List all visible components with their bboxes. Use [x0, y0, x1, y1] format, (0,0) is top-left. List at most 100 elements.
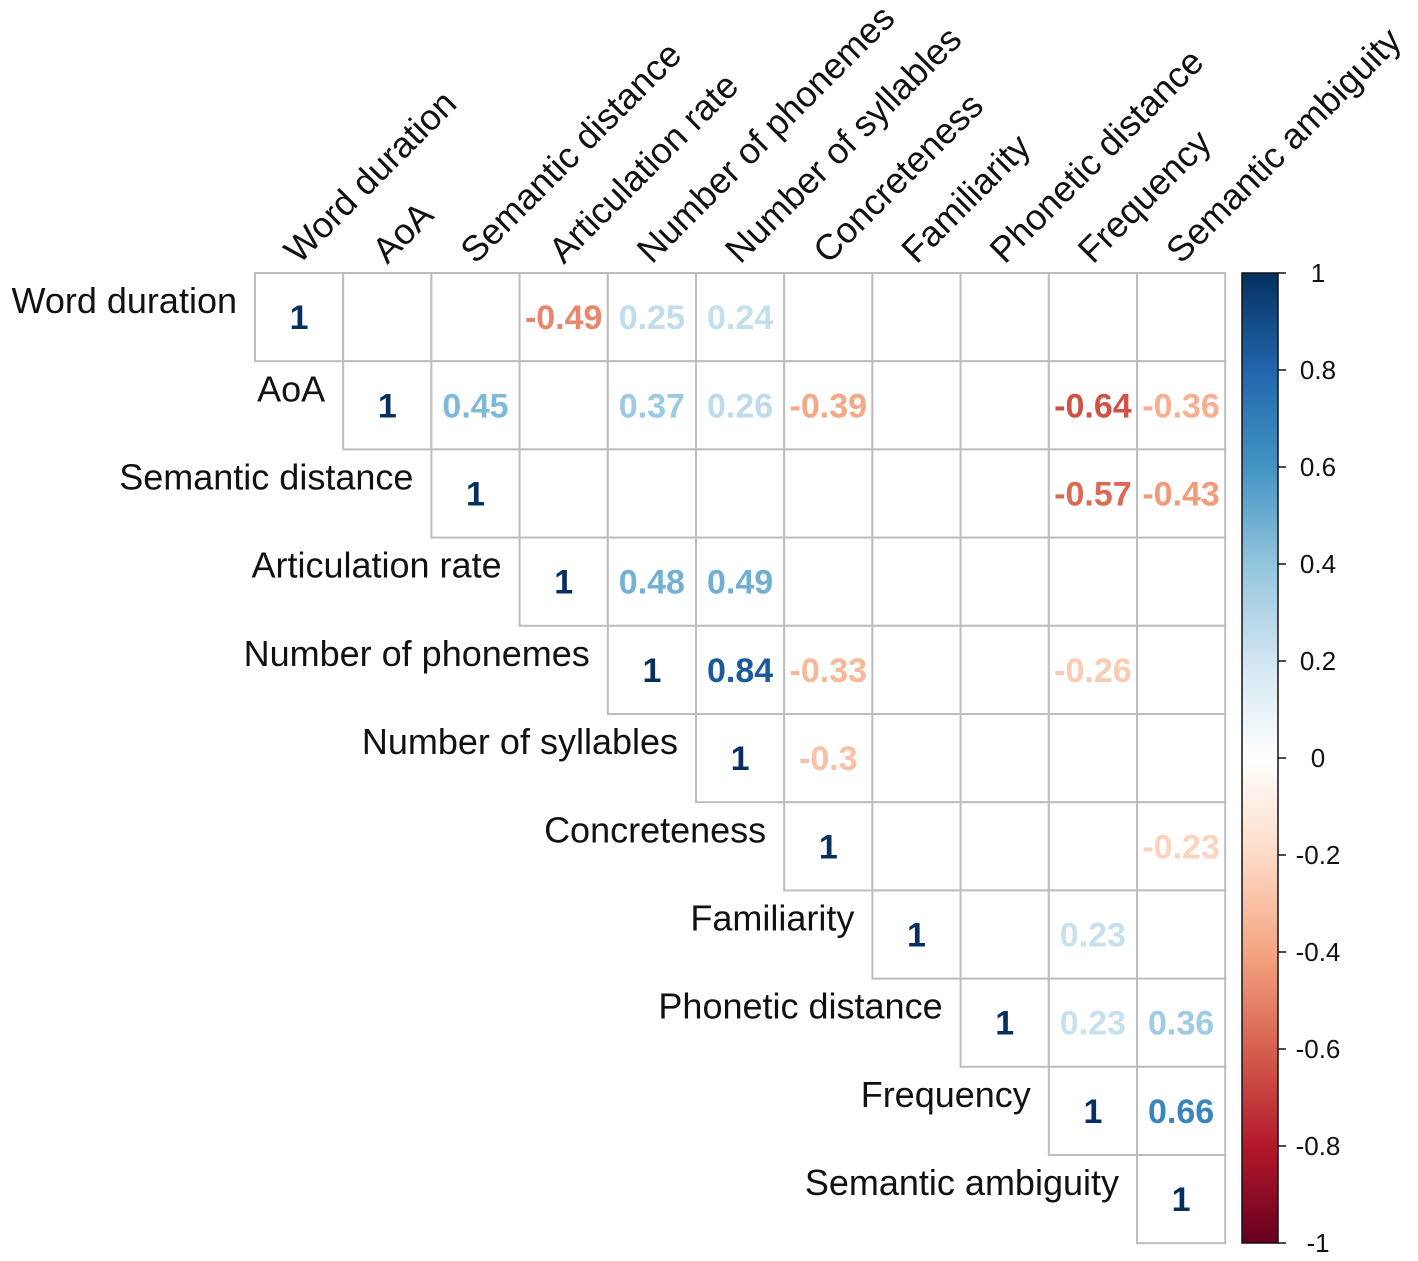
matrix-cell	[871, 536, 962, 627]
matrix-cell	[606, 360, 697, 451]
correlation-value: 1	[819, 828, 838, 866]
matrix-cell	[606, 624, 697, 715]
matrix-cell	[783, 536, 874, 627]
correlation-value: 0.26	[707, 387, 773, 425]
matrix-cell	[1047, 448, 1139, 539]
matrix-cell	[1047, 624, 1139, 715]
matrix-cell	[430, 272, 521, 363]
matrix-cell	[1136, 977, 1227, 1068]
colorbar-tick-label: 0.2	[1300, 646, 1336, 676]
correlation-value: 1	[731, 740, 750, 778]
matrix-cell	[959, 272, 1050, 363]
correlation-value: 1	[378, 387, 397, 425]
row-label: Phonetic distance	[658, 986, 942, 1027]
matrix-cell	[959, 801, 1050, 892]
matrix-cell	[1136, 889, 1227, 980]
matrix-cell	[342, 360, 433, 451]
colorbar-tick-label: -0.4	[1296, 937, 1341, 967]
matrix-cell	[1047, 889, 1139, 980]
correlation-value: -0.39	[790, 387, 868, 425]
row-label: Semantic distance	[119, 457, 413, 498]
correlation-value: 1	[466, 476, 485, 514]
matrix-cell	[1136, 624, 1227, 715]
matrix-cell	[1047, 801, 1139, 892]
matrix-cell	[1047, 977, 1139, 1068]
matrix-cell	[1047, 536, 1139, 627]
matrix-cell	[871, 624, 962, 715]
matrix-cell	[783, 448, 874, 539]
colorbar-tick-label: 0.6	[1300, 452, 1336, 482]
matrix-cell	[871, 360, 962, 451]
matrix-cell	[959, 448, 1050, 539]
matrix-cell	[518, 272, 609, 363]
correlation-values: 1 -0.49 0.25 0.24 1 0.45 0.37 0.26 -0.39 -0.64 -0.…	[290, 299, 1220, 1219]
matrix-cell	[959, 889, 1050, 980]
correlation-value: 0.45	[442, 387, 508, 425]
correlation-value: 0.25	[619, 299, 685, 337]
matrix-cell	[1136, 1065, 1227, 1157]
correlation-value: 0.66	[1148, 1093, 1214, 1131]
correlation-value: 1	[907, 917, 926, 955]
matrix-cell	[606, 536, 697, 627]
correlation-value: 1	[1083, 1093, 1102, 1131]
matrix-cell	[959, 624, 1050, 715]
matrix-cell	[695, 713, 786, 804]
matrix-cell	[959, 977, 1050, 1068]
colorbar-tick-label: 0	[1311, 743, 1325, 773]
matrix-cell	[254, 272, 345, 363]
correlation-value: -0.64	[1054, 387, 1132, 425]
correlation-value: -0.57	[1054, 476, 1132, 514]
correlation-value: 1	[995, 1005, 1014, 1043]
matrix-cell	[959, 360, 1050, 451]
matrix-cell	[606, 448, 697, 539]
colorbar-tick-label: -0.8	[1296, 1131, 1341, 1161]
matrix-cell	[606, 272, 697, 363]
matrix-cell	[783, 272, 874, 363]
matrix-cell	[1136, 448, 1227, 539]
correlation-value: -0.26	[1054, 652, 1132, 690]
matrix-cell	[783, 360, 874, 451]
correlation-value: -0.23	[1142, 828, 1220, 866]
row-label: Familiarity	[690, 898, 854, 939]
matrix-cell	[871, 448, 962, 539]
matrix-cell	[1047, 272, 1139, 363]
matrix-cell	[518, 536, 609, 627]
matrix-cell	[783, 624, 874, 715]
row-label: Word duration	[12, 280, 237, 321]
row-label: Semantic ambiguity	[805, 1162, 1119, 1203]
correlation-value: 0.49	[707, 564, 773, 602]
correlation-value: 0.23	[1060, 1005, 1126, 1043]
row-label: Number of phonemes	[244, 633, 590, 674]
correlation-value: -0.3	[799, 740, 858, 778]
correlation-value: 0.36	[1148, 1005, 1214, 1043]
matrix-cell	[959, 713, 1050, 804]
matrix-cell	[695, 624, 786, 715]
matrix-cell	[871, 272, 962, 363]
matrix-cell	[342, 272, 433, 363]
row-label: Number of syllables	[362, 721, 678, 762]
correlation-value: 0.84	[707, 652, 773, 690]
colorbar-gradient	[1241, 272, 1279, 1244]
row-label: Articulation rate	[251, 545, 501, 586]
colorbar-tick-label: 0.4	[1300, 549, 1336, 579]
correlation-value: 0.24	[707, 299, 773, 337]
matrix-cell	[1136, 536, 1227, 627]
colorbar-tick-label: 1	[1311, 258, 1325, 288]
correlation-value: -0.33	[790, 652, 868, 690]
correlation-value: -0.43	[1142, 476, 1220, 514]
correlation-value: 0.23	[1060, 917, 1126, 955]
correlation-value: 0.48	[619, 564, 685, 602]
colorbar-tick-label: -0.6	[1296, 1034, 1341, 1064]
matrix-cell	[871, 713, 962, 804]
matrix-cell	[1136, 713, 1227, 804]
matrix-cell	[518, 360, 609, 451]
colorbar-tick-label: 0.8	[1300, 355, 1336, 385]
matrix-cell	[1047, 713, 1139, 804]
matrix-cell	[430, 448, 521, 539]
correlation-value: 1	[642, 652, 661, 690]
matrix-cells	[254, 272, 1227, 1245]
correlation-value: 1	[290, 299, 309, 337]
matrix-cell	[871, 801, 962, 892]
matrix-cell	[518, 448, 609, 539]
